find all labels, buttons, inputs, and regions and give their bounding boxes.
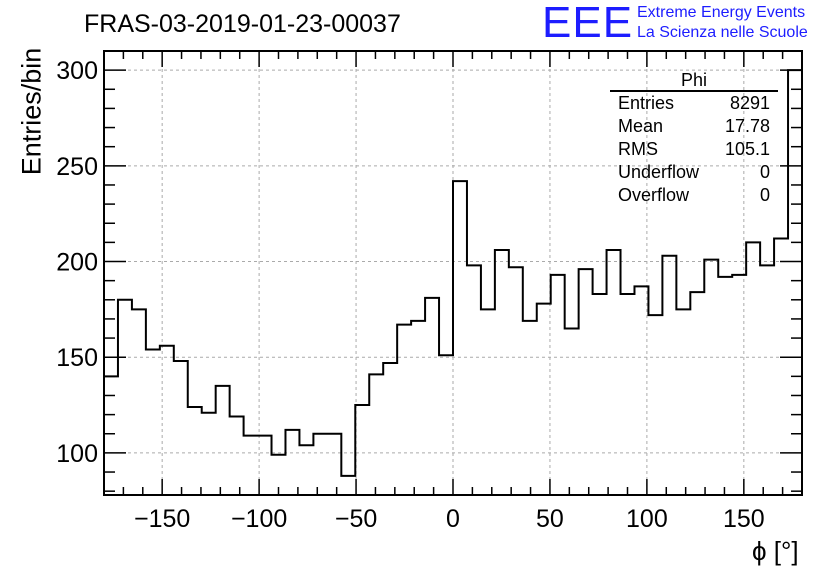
chart-title: FRAS-03-2019-01-23-00037	[84, 10, 401, 38]
stats-value: 105.1	[724, 139, 770, 159]
stats-row: Entries 8291	[610, 92, 778, 115]
stats-box: Phi Entries 8291 Mean 17.78 RMS 105.1 Under…	[610, 70, 778, 207]
logo-caption-line1: Extreme Energy Events	[637, 4, 806, 21]
x-tick-label: −50	[335, 505, 377, 533]
stats-value: 8291	[729, 93, 770, 113]
stats-row: Overflow 0	[610, 184, 778, 207]
logo-caption-line2: La Scienza nelle Scuole	[637, 24, 808, 41]
eee-logo: EEE	[542, 0, 634, 47]
stats-row: RMS 105.1	[610, 138, 778, 161]
x-tick-label: −100	[231, 505, 287, 533]
y-tick-label: 100	[56, 440, 98, 468]
stats-label: Underflow	[618, 162, 700, 182]
y-tick-label: 300	[56, 57, 98, 85]
stats-row: Mean 17.78	[610, 115, 778, 138]
stats-label: Mean	[618, 116, 664, 136]
axis-ticks	[103, 50, 803, 495]
stats-label: RMS	[618, 139, 658, 159]
x-tick-label: −150	[134, 505, 190, 533]
y-tick-label: 250	[56, 153, 98, 181]
x-tick-label: 100	[626, 505, 668, 533]
axis-tick-labels: −150 −100 −50 0 50 100 150 100 150 200 250 300	[56, 57, 764, 533]
stats-value: 17.78	[724, 116, 770, 136]
stats-label: Entries	[618, 93, 675, 113]
y-tick-label: 200	[56, 249, 98, 277]
y-axis-label: Entries/bin	[16, 47, 47, 176]
x-tick-label: 0	[446, 505, 460, 533]
x-tick-label: 50	[536, 505, 564, 533]
stats-value: 0	[759, 162, 770, 182]
stats-label: Overflow	[618, 185, 690, 205]
x-axis-label: ϕ [°]	[752, 536, 799, 566]
stats-box-title: Phi	[610, 70, 778, 92]
stats-row: Underflow 0	[610, 161, 778, 184]
x-tick-label: 150	[723, 505, 765, 533]
histogram-series	[104, 51, 803, 477]
y-tick-label: 150	[56, 344, 98, 372]
stats-value: 0	[759, 185, 770, 205]
